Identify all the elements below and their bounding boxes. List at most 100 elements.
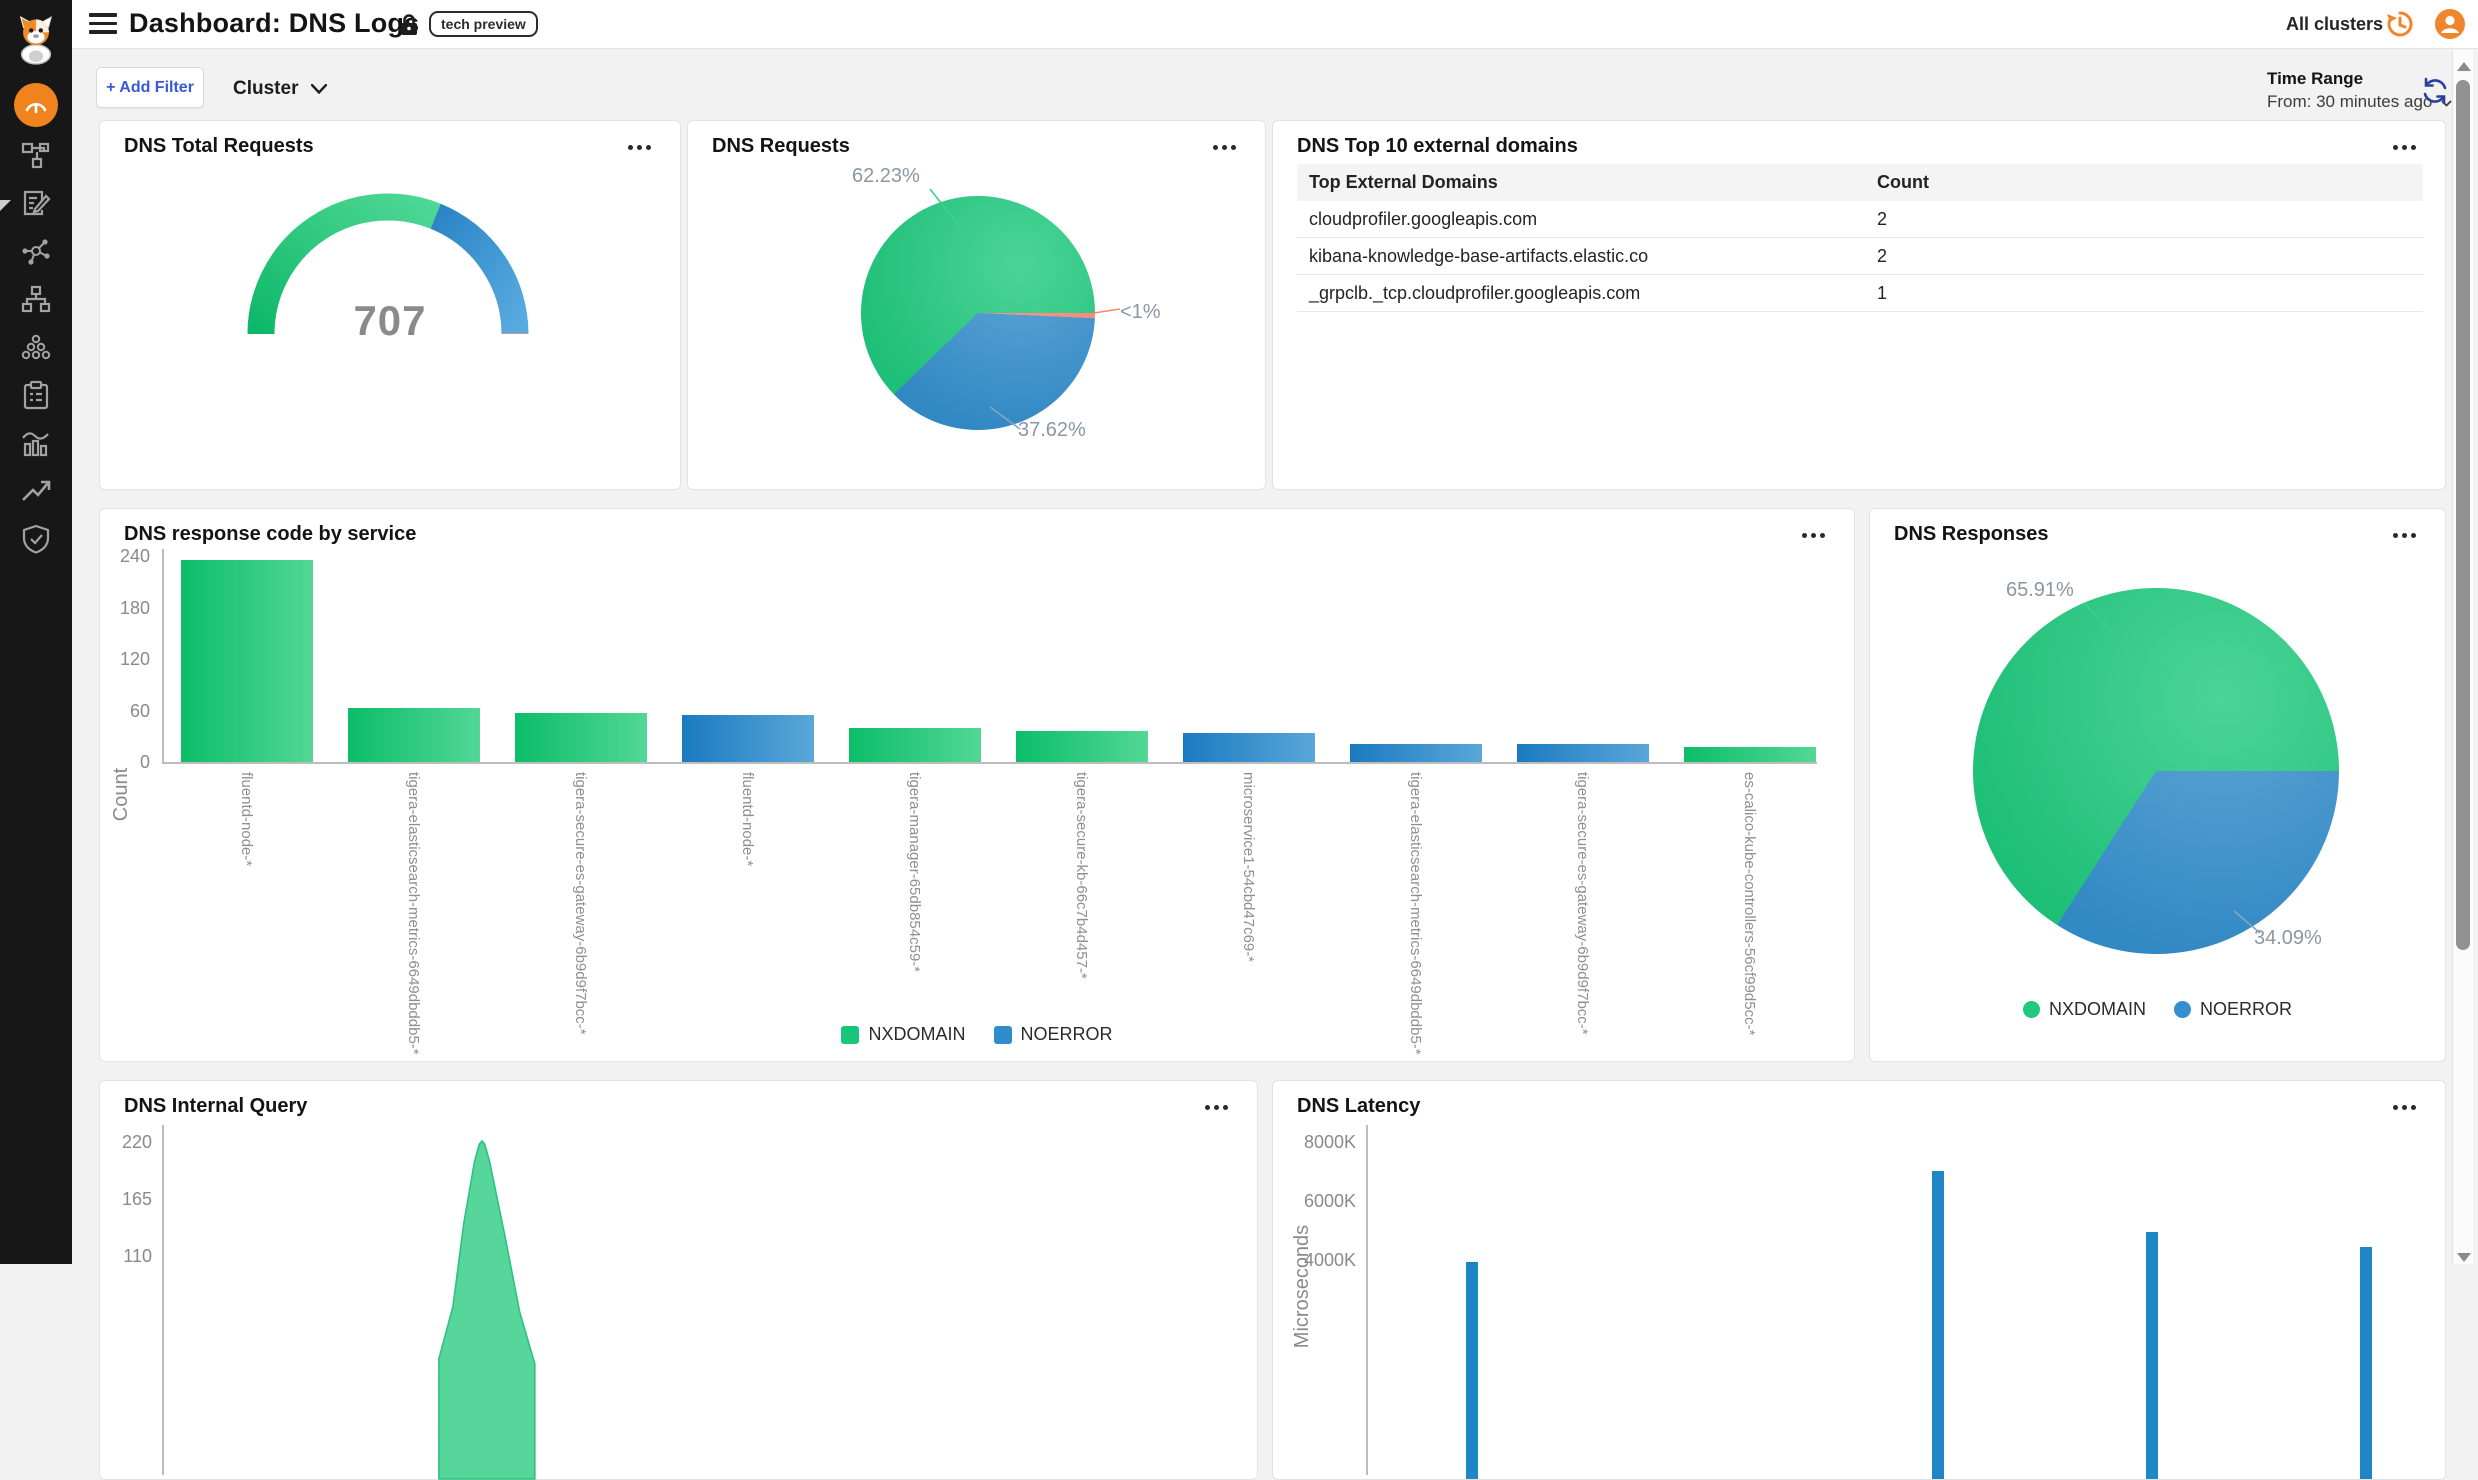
sidebar-item-dashboard[interactable] [0, 83, 72, 127]
chart-legend: NXDOMAIN NOERROR [100, 1024, 1854, 1045]
panel-menu-button[interactable] [1209, 139, 1243, 157]
y-axis-tick: 8000K [1296, 1132, 1356, 1153]
bar-noerror[interactable] [1517, 744, 1649, 762]
cluster-filter-label: Cluster [233, 78, 298, 100]
history-icon[interactable] [2384, 8, 2416, 40]
area-series[interactable] [439, 1141, 535, 1479]
bar-noerror[interactable] [1183, 733, 1315, 762]
legend-item[interactable]: NOERROR [2174, 999, 2292, 1020]
panel-menu-button[interactable] [2389, 1099, 2423, 1117]
panel-menu-button[interactable] [2389, 527, 2423, 545]
user-avatar-icon[interactable] [2434, 8, 2466, 40]
panel-title: DNS Top 10 external domains [1297, 135, 1578, 158]
panel-title: DNS Total Requests [124, 135, 314, 158]
legend-swatch [2174, 1001, 2191, 1018]
latency-bar[interactable] [1466, 1262, 1478, 1479]
latency-bar[interactable] [2360, 1247, 2372, 1479]
y-axis-tick: 180 [90, 598, 150, 619]
cell-count: 1 [1877, 283, 2177, 304]
bar-nxdomain[interactable] [849, 728, 981, 762]
panel-dns-responses: DNS Responses 65.91% 34.09% NXDOMAIN NOER… [1869, 508, 2446, 1062]
bar-nxdomain[interactable] [1684, 747, 1816, 762]
bar-noerror[interactable] [1350, 744, 1482, 762]
x-axis-label: microservice1-54cbd47c69-* [1240, 772, 1257, 962]
panel-dns-top-domains: DNS Top 10 external domains Top External… [1272, 120, 2446, 490]
cell-domain: cloudprofiler.googleapis.com [1297, 209, 1877, 230]
legend-item[interactable]: NOERROR [994, 1024, 1113, 1045]
legend-item[interactable]: NXDOMAIN [2023, 999, 2146, 1020]
column-header-count: Count [1877, 172, 2177, 193]
cluster-nodes-icon [21, 332, 51, 362]
y-axis-tick: 240 [90, 546, 150, 567]
x-axis-label: tigera-manager-65db854c59-* [906, 772, 923, 972]
cell-domain: _grpclb._tcp.cloudprofiler.googleapis.co… [1297, 283, 1877, 304]
cluster-scope-selector[interactable]: All clusters [2286, 14, 2383, 35]
y-axis-tick: 165 [92, 1189, 152, 1210]
chart-legend: NXDOMAIN NOERROR [1870, 999, 2445, 1020]
scrollbar-down-arrow[interactable] [2457, 1253, 2471, 1262]
legend-swatch [841, 1026, 859, 1044]
panel-title: DNS Requests [712, 135, 850, 158]
add-filter-button[interactable]: + Add Filter [96, 67, 204, 108]
y-axis-tick: 6000K [1296, 1191, 1356, 1212]
area-chart[interactable] [164, 1129, 1242, 1479]
trend-icon [21, 478, 51, 504]
scrollbar-up-arrow[interactable] [2457, 62, 2471, 71]
bar-nxdomain[interactable] [348, 708, 480, 762]
y-axis-title: Count [111, 767, 134, 820]
pie-chart[interactable] [861, 196, 1095, 430]
sidebar-item-compliance[interactable] [0, 375, 72, 415]
leader-line [1094, 307, 1122, 317]
x-axis-label: tigera-secure-es-gateway-6b9d9f7bcc-* [1574, 772, 1591, 1035]
pie-slice-label: 37.62% [1018, 419, 1086, 442]
sidebar-item-clusters[interactable] [0, 327, 72, 367]
y-axis-tick: 60 [90, 701, 150, 722]
bar-noerror[interactable] [682, 715, 814, 762]
panel-menu-button[interactable] [1798, 527, 1832, 545]
pie-slice-label: 34.09% [2254, 927, 2322, 950]
y-axis-tick: 120 [90, 649, 150, 670]
chevron-down-icon [311, 84, 327, 94]
scrollbar-thumb[interactable] [2456, 80, 2470, 950]
sidebar-item-metrics[interactable] [0, 423, 72, 463]
pie-slice-label: 65.91% [2006, 579, 2074, 602]
bar-nxdomain[interactable] [1016, 731, 1148, 762]
latency-bar[interactable] [1932, 1171, 1944, 1480]
page-title: Dashboard: DNS Logs [129, 8, 419, 39]
sidebar-item-topology[interactable] [0, 135, 72, 175]
x-axis-label: tigera-secure-es-gateway-6b9d9f7bcc-* [572, 772, 589, 1035]
sidebar-item-service-graph[interactable] [0, 231, 72, 271]
cluster-filter-dropdown[interactable]: Cluster [233, 78, 327, 100]
lock-icon [399, 13, 419, 37]
refresh-icon[interactable] [2420, 76, 2450, 106]
column-header-domains: Top External Domains [1297, 172, 1877, 193]
logs-edit-icon [21, 188, 51, 218]
sidebar-item-security[interactable] [0, 519, 72, 559]
sidebar-item-network-sets[interactable] [0, 279, 72, 319]
sitemap-icon [21, 284, 51, 314]
sidebar-item-trends[interactable] [0, 471, 72, 511]
vertical-scrollbar[interactable] [2452, 50, 2473, 1264]
panel-menu-button[interactable] [2389, 139, 2423, 157]
table-header-row: Top External Domains Count [1297, 164, 2423, 201]
latency-bar[interactable] [2146, 1232, 2158, 1479]
service-graph-icon [21, 236, 51, 266]
x-axis-label: es-calico-kube-controllers-56cf99d5cc-* [1741, 772, 1758, 1035]
panel-dns-total-requests: DNS Total Requests 707 AAAAASRV [99, 120, 681, 490]
legend-label: NOERROR [1021, 1024, 1113, 1045]
legend-item[interactable]: NXDOMAIN [841, 1024, 965, 1045]
menu-icon[interactable] [89, 13, 117, 35]
pie-chart[interactable] [1973, 588, 2339, 954]
panel-title: DNS Responses [1894, 523, 2049, 546]
panel-menu-button[interactable] [624, 139, 658, 157]
cell-count: 2 [1877, 209, 2177, 230]
shield-check-icon [22, 524, 50, 554]
tech-preview-badge: tech preview [429, 11, 538, 37]
panel-menu-button[interactable] [1201, 1099, 1235, 1117]
bar-nxdomain[interactable] [181, 560, 313, 762]
calico-cat-logo[interactable] [0, 12, 72, 68]
bar-nxdomain[interactable] [515, 713, 647, 762]
table-row: kibana-knowledge-base-artifacts.elastic.… [1297, 238, 2423, 275]
